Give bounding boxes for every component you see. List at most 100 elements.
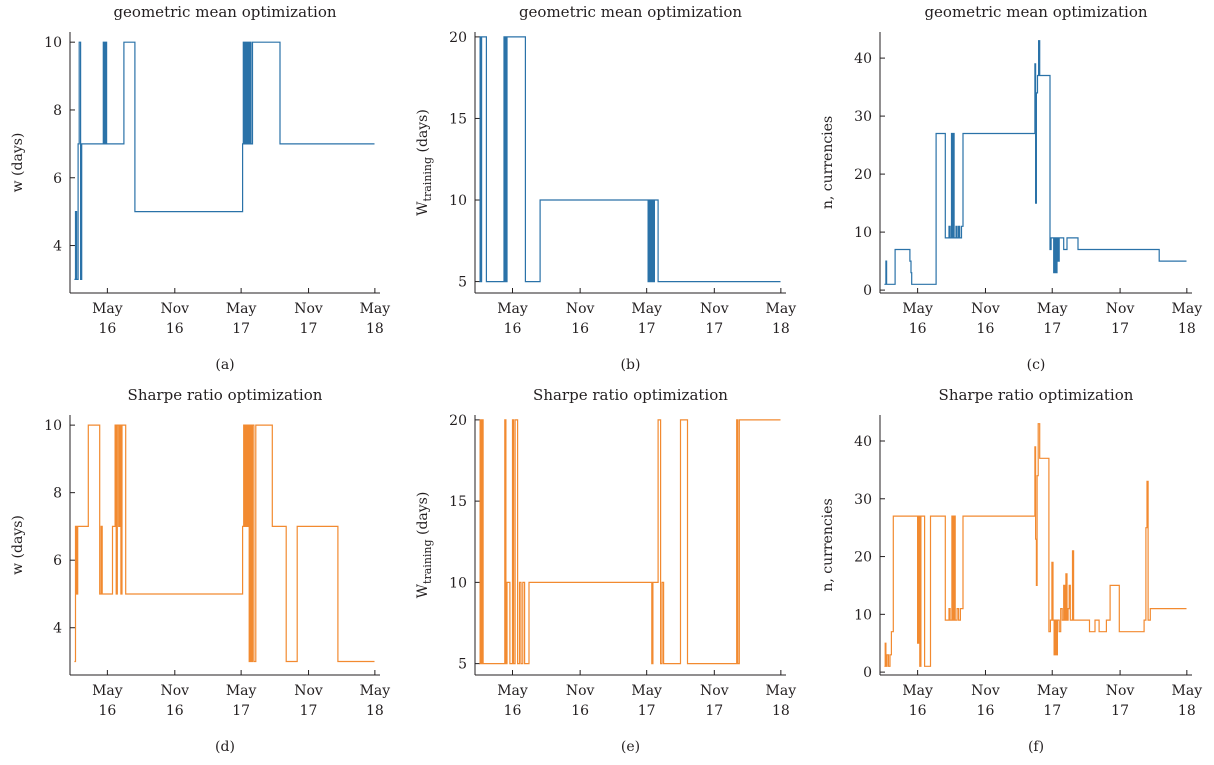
y-axis-label: n, currencies: [820, 116, 836, 209]
panel-label: (d): [215, 739, 235, 755]
y-tick-label: 10: [44, 35, 62, 51]
x-tick-label-year: 18: [366, 321, 384, 337]
y-axis-label: w (days): [10, 133, 26, 193]
x-tick-label-month: May: [902, 683, 933, 699]
panel-label: (b): [621, 357, 641, 373]
x-tick-label-year: 16: [909, 321, 927, 337]
panel-label: (a): [215, 357, 234, 373]
x-tick-label-year: 18: [772, 321, 790, 337]
x-tick-label-year: 16: [977, 321, 995, 337]
y-tick-label: 10: [44, 418, 62, 434]
x-tick-label-year: 16: [166, 703, 184, 719]
x-tick-label-month: May: [1037, 301, 1068, 317]
y-tick-label: 4: [53, 621, 62, 637]
y-tick-label: 10: [854, 225, 872, 241]
x-tick-label-month: Nov: [294, 683, 323, 699]
y-axis-label-main: W: [415, 583, 431, 598]
x-tick-label-year: 17: [638, 703, 656, 719]
x-tick-label-month: Nov: [566, 301, 595, 317]
panel-c: geometric mean optimization 0 10 20 30 40 May 1…: [820, 3, 1202, 373]
x-tick-label-month: May: [1172, 683, 1203, 699]
x-tick-label-year: 17: [232, 703, 250, 719]
chart-title: Sharpe ratio optimization: [128, 386, 323, 404]
series-line: [884, 423, 1187, 667]
x-tick-label-month: Nov: [700, 301, 729, 317]
x-tick-label-year: 16: [571, 703, 589, 719]
y-axis-label-main: n, currencies: [820, 116, 836, 209]
x-tick-label-year: 16: [98, 321, 116, 337]
series-line: [74, 424, 375, 663]
y-tick-label: 20: [854, 167, 872, 183]
x-tick-label-year: 17: [638, 321, 656, 337]
x-tick-label-month: May: [360, 301, 391, 317]
x-tick-label-year: 17: [300, 703, 318, 719]
y-tick-label: 20: [449, 413, 467, 429]
x-tick-label-year: 16: [166, 321, 184, 337]
x-tick-label-month: May: [226, 683, 257, 699]
y-axis-label-unit: (days): [415, 109, 431, 157]
x-tick-label-year: 18: [772, 703, 790, 719]
panel-label: (c): [1027, 357, 1046, 373]
series-line: [479, 36, 781, 283]
y-tick-label: 40: [854, 51, 872, 67]
x-tick-label-month: May: [360, 683, 391, 699]
x-tick-label-month: May: [766, 301, 797, 317]
y-tick-label: 0: [863, 665, 872, 681]
x-tick-label-year: 17: [705, 703, 723, 719]
chart-title: Sharpe ratio optimization: [533, 386, 728, 404]
y-tick-label: 8: [53, 103, 62, 119]
x-tick-label-month: Nov: [700, 683, 729, 699]
series-line: [74, 41, 375, 280]
y-tick-label: 15: [449, 494, 467, 510]
y-axis-label-main: n, currencies: [820, 498, 836, 591]
y-axis-label: n, currencies: [820, 498, 836, 591]
y-tick-label: 8: [53, 486, 62, 502]
x-tick-label-month: Nov: [971, 683, 1000, 699]
y-tick-label: 5: [458, 275, 467, 291]
x-tick-label-year: 18: [1178, 703, 1196, 719]
x-tick-label-year: 18: [1178, 321, 1196, 337]
panel-b: geometric mean optimization 5 10 15 20 May 16 N…: [415, 3, 796, 373]
chart-title: geometric mean optimization: [519, 3, 742, 21]
x-tick-label-year: 17: [300, 321, 318, 337]
y-tick-label: 15: [449, 111, 467, 127]
x-tick-label-month: Nov: [161, 301, 190, 317]
y-tick-label: 10: [854, 607, 872, 623]
y-axis-label-subscript: training: [421, 157, 434, 201]
y-tick-label: 10: [449, 193, 467, 209]
x-tick-label-year: 16: [98, 703, 116, 719]
panel-label: (e): [621, 739, 640, 755]
x-tick-label-month: Nov: [971, 301, 1000, 317]
chart-title: Sharpe ratio optimization: [939, 386, 1134, 404]
y-tick-label: 6: [53, 553, 62, 569]
y-tick-label: 5: [458, 657, 467, 673]
chart-title: geometric mean optimization: [113, 3, 336, 21]
x-tick-label-month: May: [766, 683, 797, 699]
chart-title: geometric mean optimization: [924, 3, 1147, 21]
panel-f: Sharpe ratio optimization 0 10 20 30 40 May 16 N…: [820, 386, 1202, 755]
x-tick-label-year: 16: [504, 321, 522, 337]
y-tick-label: 6: [53, 171, 62, 187]
x-tick-label-year: 16: [977, 703, 995, 719]
y-axis-label-unit: (days): [415, 492, 431, 540]
x-tick-label-month: Nov: [161, 683, 190, 699]
series-line: [884, 40, 1187, 285]
y-axis-label-main: w (days): [10, 133, 26, 193]
y-axis-label: Wtraining (days): [415, 492, 434, 599]
y-tick-label: 30: [854, 492, 872, 508]
x-tick-label-year: 16: [909, 703, 927, 719]
y-axis-label-main: w (days): [10, 515, 26, 575]
y-tick-label: 30: [854, 109, 872, 125]
x-tick-label-month: Nov: [566, 683, 595, 699]
x-tick-label-month: May: [92, 683, 123, 699]
y-axis-label-subscript: training: [421, 539, 434, 583]
y-tick-label: 0: [863, 283, 872, 299]
x-tick-label-year: 16: [571, 321, 589, 337]
x-tick-label-year: 16: [504, 703, 522, 719]
panel-e: Sharpe ratio optimization 5 10 15 20 May 16 Nov…: [415, 386, 796, 755]
x-tick-label-month: Nov: [1106, 683, 1135, 699]
x-tick-label-month: May: [497, 301, 528, 317]
series-line: [479, 419, 781, 665]
x-tick-label-month: May: [902, 301, 933, 317]
y-tick-label: 10: [449, 575, 467, 591]
